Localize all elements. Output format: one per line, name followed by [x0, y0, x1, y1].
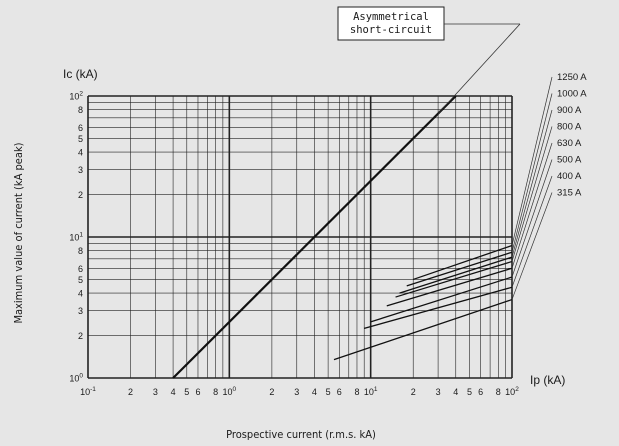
series-label: 500 A — [557, 155, 582, 166]
y-tick-label: 101 — [69, 232, 83, 243]
x-tick-label: 4 — [171, 387, 176, 397]
series-label: 1250 A — [557, 72, 587, 83]
series-label: 1000 A — [557, 89, 587, 100]
grid — [87, 95, 513, 379]
leader-line — [511, 76, 553, 246]
plot-lines — [172, 95, 513, 379]
series-line — [370, 276, 513, 323]
x-tick-label: 2 — [128, 387, 133, 397]
x-tick-label: 2 — [411, 387, 416, 397]
y-tick-label: 5 — [78, 275, 83, 285]
y-tick-label: 3 — [78, 165, 83, 175]
x-tick-label: 8 — [213, 387, 218, 397]
leader-line — [511, 175, 553, 288]
leader-line — [511, 159, 553, 278]
y-tick-label: 100 — [69, 373, 83, 384]
leader-line — [511, 192, 553, 300]
y-unit-label: Ic (kA) — [63, 67, 98, 81]
leader-line — [511, 142, 553, 269]
series-line — [395, 260, 513, 298]
y-tick-label: 3 — [78, 306, 83, 316]
x-axis-title: Prospective current (r.m.s. kA) — [226, 428, 376, 441]
x-tick-label: 5 — [184, 387, 189, 397]
x-tick-label: 4 — [312, 387, 317, 397]
y-tick-label: 8 — [78, 105, 83, 115]
x-unit-label: Ip (kA) — [530, 373, 565, 387]
series-label: 800 A — [557, 122, 582, 133]
series-label: 400 A — [557, 171, 582, 182]
y-tick-label: 2 — [78, 190, 83, 200]
series-line — [413, 244, 513, 281]
x-tick-label: 4 — [453, 387, 458, 397]
series-label: 900 A — [557, 105, 582, 116]
x-tick-label: 3 — [153, 387, 158, 397]
series-line — [386, 267, 513, 307]
x-tick-label: 5 — [326, 387, 331, 397]
series-line — [399, 256, 513, 294]
x-tick-label: 5 — [467, 387, 472, 397]
series-line — [406, 251, 513, 287]
series-line — [364, 286, 513, 329]
x-tick-label: 6 — [478, 387, 483, 397]
series-labels: 1250 A 1000 A 900 A 800 A 630 A 500 A 400 A 315… — [511, 72, 587, 300]
x-tick-label: 6 — [195, 387, 200, 397]
annotation-text: short-circuit — [350, 24, 432, 36]
leader-line — [511, 126, 553, 262]
leader-line — [511, 109, 553, 258]
x-tick-label: 101 — [364, 386, 378, 397]
y-tick-label: 5 — [78, 134, 83, 144]
asymmetrical-line — [172, 95, 457, 379]
y-tick-label: 6 — [78, 264, 83, 274]
series-label: 630 A — [557, 138, 582, 149]
x-tick-label: 8 — [496, 387, 501, 397]
leader-line — [511, 93, 553, 253]
x-tick-label: 102 — [505, 386, 519, 397]
x-tick-label: 100 — [223, 386, 237, 397]
tick-labels: 10-1 2 3 4 5 6 8 100 2 3 4 5 6 8 101 2 3 4 5 6 8 102100234568… — [69, 91, 519, 398]
x-tick-label: 10-1 — [80, 386, 96, 397]
x-tick-label: 8 — [354, 387, 359, 397]
annotation-leader — [437, 23, 521, 114]
y-tick-label: 4 — [78, 289, 83, 299]
series-label: 315 A — [557, 188, 582, 199]
y-tick-label: 6 — [78, 123, 83, 133]
y-tick-label: 102 — [69, 91, 83, 102]
y-tick-label: 4 — [78, 148, 83, 158]
y-tick-label: 2 — [78, 331, 83, 341]
x-tick-label: 2 — [269, 387, 274, 397]
annotation-box — [337, 6, 445, 41]
x-tick-label: 3 — [294, 387, 299, 397]
annotation-text: Asymmetrical — [353, 11, 429, 23]
series-line — [333, 298, 513, 361]
x-tick-label: 3 — [436, 387, 441, 397]
y-tick-label: 8 — [78, 246, 83, 256]
x-tick-label: 6 — [337, 387, 342, 397]
y-axis-title: Maximum value of current (kA peak) — [12, 142, 25, 323]
